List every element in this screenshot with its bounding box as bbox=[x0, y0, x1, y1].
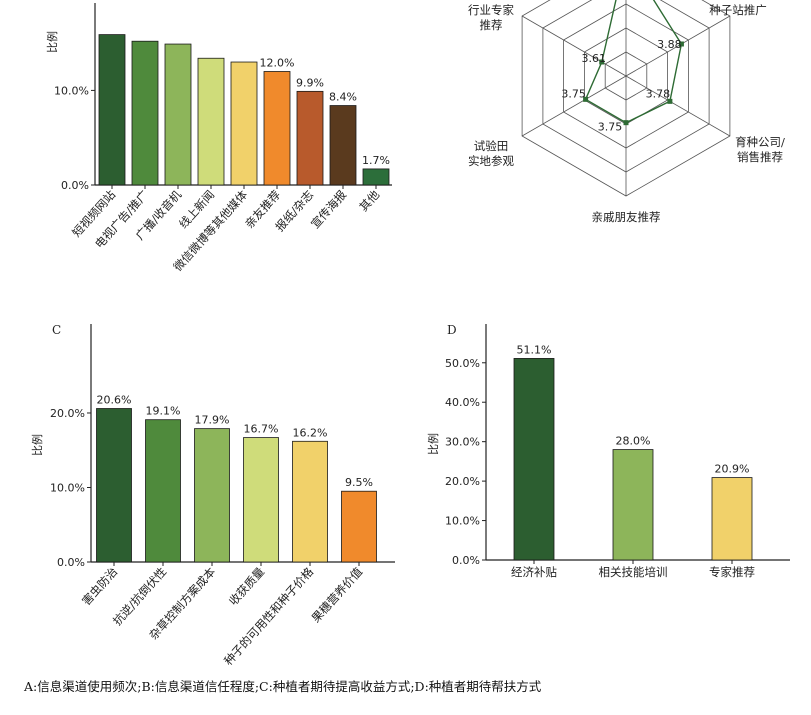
y-tick-label: 10.0% bbox=[50, 481, 85, 494]
y-axis-label: 比例 bbox=[45, 31, 59, 53]
radar-value-label: 3.88 bbox=[657, 38, 682, 51]
x-tick-label: 经济补贴 bbox=[511, 565, 557, 579]
radar-axis-label: 种子站推广 bbox=[709, 3, 767, 17]
bar bbox=[243, 437, 279, 563]
bar bbox=[164, 43, 192, 186]
bar bbox=[197, 57, 225, 186]
bar bbox=[711, 477, 753, 561]
bar bbox=[263, 71, 291, 186]
panel-label: C bbox=[52, 323, 61, 337]
bar-value-label: 8.4% bbox=[329, 91, 357, 104]
bar-value-label: 17.9% bbox=[195, 414, 230, 427]
bar bbox=[230, 61, 258, 186]
x-tick-label: 宣传海报 bbox=[308, 187, 350, 231]
bar bbox=[131, 40, 159, 186]
x-tick-label: 收获质量 bbox=[226, 565, 267, 609]
y-tick-label: 20.0% bbox=[445, 475, 480, 488]
bar-value-label: 16.7% bbox=[244, 423, 279, 436]
bar-value-label: 19.1% bbox=[146, 405, 181, 418]
y-tick-label: 30.0% bbox=[445, 436, 480, 449]
radar-chart bbox=[521, 0, 731, 197]
radar-point bbox=[678, 41, 684, 47]
radar-point bbox=[667, 98, 673, 104]
bar-value-label: 9.5% bbox=[345, 476, 373, 489]
x-tick-label: 果穗营养价值 bbox=[309, 564, 366, 625]
bar-value-label: 20.6% bbox=[97, 394, 132, 407]
radar-point bbox=[599, 59, 605, 65]
bar bbox=[341, 490, 377, 563]
y-tick-label: 40.0% bbox=[445, 396, 480, 409]
radar-axis-label: 行业专家 bbox=[468, 3, 514, 17]
x-tick-label: 害虫防治 bbox=[79, 565, 120, 609]
radar-spoke bbox=[625, 75, 731, 137]
radar-value-label: 3.61 bbox=[582, 52, 607, 65]
y-tick-label: 0.0% bbox=[57, 556, 85, 569]
panel-label: D bbox=[447, 323, 457, 337]
y-tick-label: 0.0% bbox=[452, 554, 480, 567]
bar bbox=[513, 358, 555, 561]
bar bbox=[362, 168, 390, 186]
bar bbox=[96, 408, 132, 563]
x-tick-label: 专家推荐 bbox=[709, 565, 755, 579]
radar-point bbox=[583, 96, 589, 102]
bar-value-label: 1.7% bbox=[362, 154, 390, 167]
bar bbox=[145, 419, 181, 563]
radar-value-label: 3.75 bbox=[598, 121, 623, 134]
x-tick-label: 种子的可用性和种子价格 bbox=[221, 564, 316, 668]
bar-value-label: 20.9% bbox=[715, 463, 750, 476]
radar-axis-label: 销售推荐 bbox=[737, 150, 783, 164]
y-tick-label: 20.0% bbox=[50, 407, 85, 420]
y-axis-label: 比例 bbox=[30, 434, 44, 456]
bar-value-label: 12.0% bbox=[260, 56, 295, 69]
radar-axis-label: 亲戚朋友推荐 bbox=[592, 210, 661, 224]
y-tick-label: 10.0% bbox=[445, 515, 480, 528]
bar-value-label: 16.2% bbox=[293, 426, 328, 439]
radar-axis-label: 育种公司/ bbox=[735, 135, 785, 149]
x-tick-label: 其他 bbox=[356, 187, 382, 214]
bar-value-label: 9.9% bbox=[296, 76, 324, 89]
radar-spoke bbox=[625, 15, 731, 77]
y-tick-label: 50.0% bbox=[445, 357, 480, 370]
radar-point bbox=[623, 120, 629, 126]
y-tick-label: 10.0% bbox=[54, 84, 89, 97]
radar-spoke bbox=[521, 15, 627, 77]
radar-axis-label: 推荐 bbox=[480, 18, 503, 32]
x-tick-label: 相关技能培训 bbox=[599, 565, 668, 579]
bar bbox=[98, 34, 126, 186]
radar-spoke bbox=[521, 75, 627, 137]
radar-value-label: 3.75 bbox=[561, 87, 586, 100]
y-tick-label: 0.0% bbox=[61, 179, 89, 192]
bar bbox=[194, 428, 230, 563]
radar-value-label: 3.78 bbox=[646, 87, 671, 100]
bar bbox=[296, 90, 324, 186]
bar-value-label: 51.1% bbox=[517, 343, 552, 356]
radar-axis-label: 试验田 bbox=[474, 139, 509, 153]
bar bbox=[292, 440, 328, 563]
bar-value-label: 28.0% bbox=[616, 435, 651, 448]
figure-caption: A:信息渠道使用频次;B:信息渠道信任程度;C:种植者期待提高收益方式;D:种植… bbox=[24, 679, 542, 694]
radar-axis-label: 实地参观 bbox=[468, 154, 514, 168]
y-axis-label: 比例 bbox=[426, 433, 440, 455]
bar bbox=[612, 449, 654, 561]
bar bbox=[329, 105, 357, 186]
